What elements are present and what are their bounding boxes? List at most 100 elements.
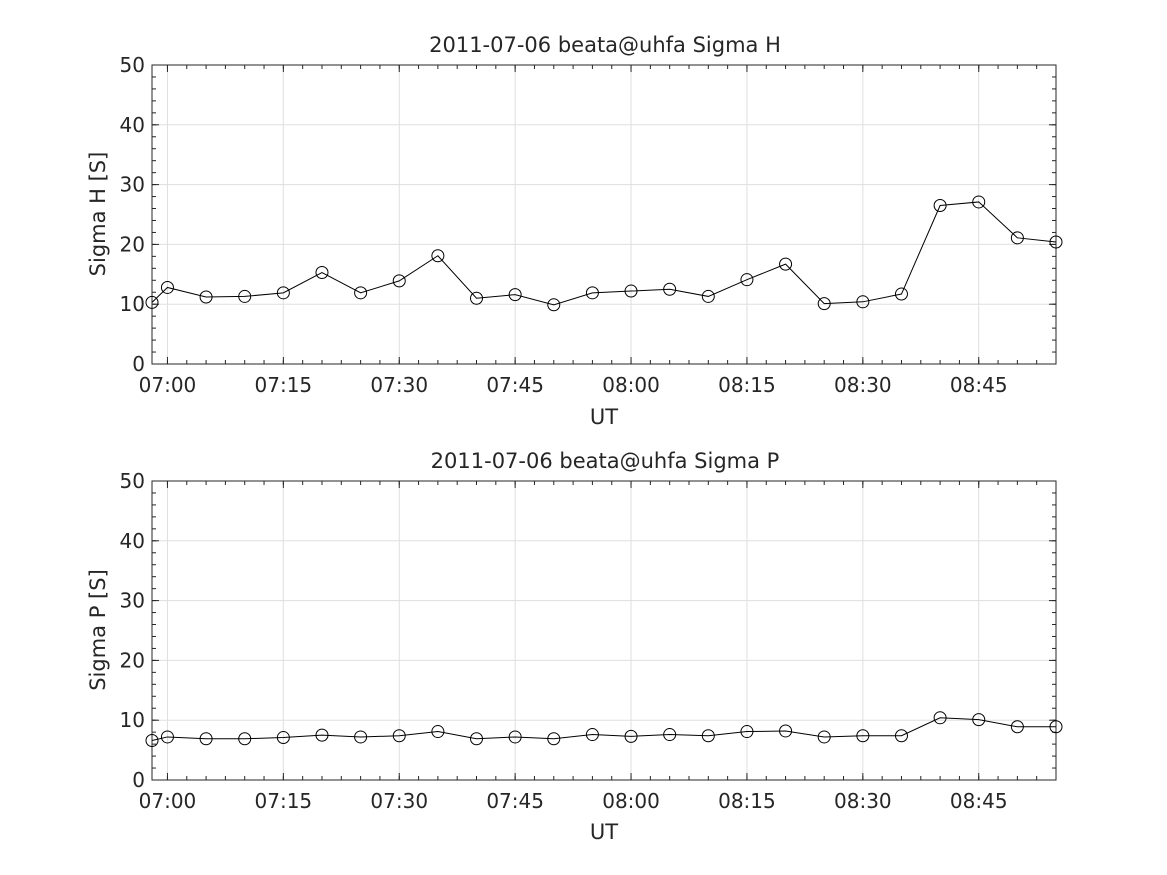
sigma-h-data-point <box>238 289 252 303</box>
sigma-p-y-tick-label: 20 <box>120 648 145 672</box>
sigma-p-data-point <box>663 728 677 742</box>
sigma-h-major-ticks <box>152 64 1056 365</box>
sigma-h-minor-ticks <box>152 64 1057 365</box>
sigma-p-y-tick-label: 50 <box>120 469 145 493</box>
sigma-h-y-tick-label: 10 <box>120 292 145 316</box>
sigma-h-title: 2011-07-06 beata@uhfa Sigma H <box>429 33 781 57</box>
sigma-p-data-point <box>701 729 715 743</box>
sigma-h-x-tick-label: 08:15 <box>718 373 776 397</box>
sigma-h-data-point <box>470 291 484 305</box>
sigma-p-x-tick-label: 08:00 <box>602 789 660 813</box>
sigma-p-x-tick-label: 08:30 <box>834 789 892 813</box>
sigma-p-x-tick-label: 08:15 <box>718 789 776 813</box>
sigma-h-x-tick-label: 07:00 <box>139 373 197 397</box>
sigma-p-data-point <box>817 730 831 744</box>
sigma-h-series-line <box>151 201 1057 306</box>
sigma-p-axes-box <box>151 480 1057 781</box>
sigma-h-x-tick-labels: 07:00 07:15 07:30 07:45 08:00 08:15 08:30 08:45 <box>139 373 1008 397</box>
sigma-h-data-point <box>1010 231 1024 245</box>
sigma-p-data-point <box>740 725 754 739</box>
sigma-p-data-point <box>1049 720 1063 734</box>
sigma-h-data-point <box>894 287 908 301</box>
sigma-h-axes-box <box>151 64 1057 365</box>
sigma-p-y-tick-label: 10 <box>120 708 145 732</box>
sigma-h-y-tick-label: 50 <box>120 53 145 77</box>
sigma-p-y-tick-label: 30 <box>120 589 145 613</box>
sigma-p-data-point <box>392 729 406 743</box>
sigma-p-x-tick-labels: 07:00 07:15 07:30 07:45 08:00 08:15 08:30 08:45 <box>139 789 1008 813</box>
sigma-h-data-point <box>624 284 638 298</box>
sigma-p-data-point <box>354 730 368 744</box>
sigma-p-series-line <box>151 717 1056 742</box>
sigma-h-x-tick-label: 08:30 <box>834 373 892 397</box>
sigma-p-y-tick-labels: 0 10 20 30 40 50 <box>120 469 145 792</box>
sigma-p-data-point <box>508 730 522 744</box>
sigma-p-data-point <box>1010 720 1024 734</box>
sigma-h-data-point <box>547 298 561 312</box>
sigma-p-data-point <box>315 728 329 742</box>
sigma-h-data-point <box>199 290 213 304</box>
sigma-p-data-point <box>145 734 159 748</box>
sigma-h-data-point <box>160 280 174 294</box>
sigma-h-data-point <box>431 249 445 263</box>
sigma-h-data-point <box>740 273 754 287</box>
sigma-h-x-tick-label: 07:15 <box>255 373 313 397</box>
sigma-p-data-point <box>933 711 947 725</box>
sigma-p-data-point <box>894 729 908 743</box>
sigma-h-data-point <box>276 286 290 300</box>
sigma-p-x-tick-label: 07:00 <box>139 789 197 813</box>
sigma-h-data-point <box>933 199 947 213</box>
sigma-h-data-point <box>392 274 406 288</box>
sigma-h-data-point <box>1049 235 1063 249</box>
sigma-p-x-tick-label: 07:15 <box>255 789 313 813</box>
sigma-h-x-tick-label: 07:30 <box>370 373 428 397</box>
sigma-p-y-tick-label: 40 <box>120 529 145 553</box>
sigma-p-x-axis-label: UT <box>590 820 618 844</box>
sigma-p-data-point <box>431 725 445 739</box>
sigma-h-data-point <box>315 266 329 280</box>
sigma-p-data-point <box>276 731 290 745</box>
sigma-p-y-tick-label: 0 <box>132 768 145 792</box>
sigma-h-data-point <box>145 295 159 309</box>
sigma-p-data <box>145 711 1063 748</box>
sigma-h-x-tick-label: 08:45 <box>950 373 1008 397</box>
sigma-p-x-tick-label: 07:30 <box>370 789 428 813</box>
sigma-p-title: 2011-07-06 beata@uhfa Sigma P <box>431 449 780 473</box>
sigma-p-panel: 2011-07-06 beata@uhfa Sigma P 07:00 07:15… <box>86 449 1063 844</box>
sigma-h-data-point <box>585 286 599 300</box>
sigma-p-data-point <box>547 732 561 746</box>
sigma-p-minor-ticks <box>152 480 1057 781</box>
sigma-h-x-tick-label: 08:00 <box>602 373 660 397</box>
sigma-p-data-point <box>238 732 252 746</box>
sigma-h-data-point <box>972 195 986 209</box>
sigma-h-y-tick-label: 20 <box>120 232 145 256</box>
sigma-p-data-point <box>856 729 870 743</box>
sigma-p-y-axis-label: Sigma P [S] <box>86 569 110 691</box>
sigma-p-data-point <box>470 732 484 746</box>
sigma-p-data-point <box>779 724 793 738</box>
sigma-h-data-point <box>817 297 831 311</box>
sigma-p-data-point <box>624 729 638 743</box>
sigma-p-x-tick-label: 08:45 <box>950 789 1008 813</box>
sigma-p-data-point <box>585 728 599 742</box>
sigma-h-y-tick-labels: 0 10 20 30 40 50 <box>120 53 145 376</box>
sigma-h-y-tick-label: 0 <box>132 352 145 376</box>
sigma-h-y-axis-label: Sigma H [S] <box>86 152 110 277</box>
sigma-p-x-tick-label: 07:45 <box>486 789 544 813</box>
sigma-h-data <box>145 195 1063 312</box>
sigma-p-data-point <box>972 713 986 727</box>
sigma-h-data-point <box>663 282 677 296</box>
sigma-p-data-point <box>199 732 213 746</box>
sigma-h-x-tick-label: 07:45 <box>486 373 544 397</box>
sigma-h-data-point <box>701 289 715 303</box>
sigma-h-data-point <box>508 288 522 302</box>
sigma-h-y-tick-label: 30 <box>120 173 145 197</box>
sigma-h-data-point <box>779 257 793 271</box>
sigma-h-y-tick-label: 40 <box>120 113 145 137</box>
sigma-h-data-point <box>354 286 368 300</box>
sigma-h-data-point <box>856 295 870 309</box>
sigma-h-x-axis-label: UT <box>590 405 618 429</box>
sigma-p-data-point <box>160 730 174 744</box>
